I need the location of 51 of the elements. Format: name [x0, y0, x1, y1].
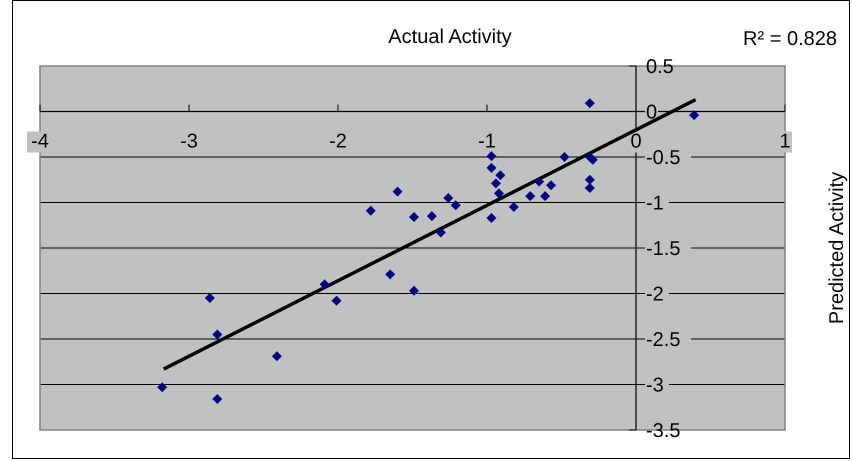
point [588, 154, 598, 165]
point [212, 329, 222, 340]
x-tick-label: -2 [329, 130, 347, 152]
point [490, 178, 501, 188]
x-tick-label: -1 [478, 130, 496, 152]
point [443, 192, 454, 203]
point [320, 279, 330, 290]
point [495, 170, 506, 180]
point [546, 180, 556, 190]
point [272, 351, 282, 362]
point [534, 176, 544, 187]
point [204, 293, 215, 304]
point [486, 212, 496, 223]
point [426, 211, 437, 222]
x-tick-label: 1 [779, 130, 791, 152]
point [525, 191, 536, 202]
point [508, 202, 519, 212]
y-tick-label: -3.5 [646, 420, 680, 442]
point [486, 162, 496, 173]
y-tick-label: -3 [646, 374, 664, 396]
point [385, 269, 396, 280]
text: R² = 0.828 [743, 28, 837, 50]
x-tick-label: -3 [180, 130, 198, 152]
y-axis-title: Predicted Activity [826, 172, 848, 324]
y-tick-label: -2 [646, 284, 664, 306]
point [494, 188, 504, 198]
point [332, 296, 342, 306]
y-tick-label: -0.5 [646, 147, 680, 169]
y-tick-label: -2.5 [646, 329, 680, 351]
point [392, 186, 403, 197]
x-tick-label: -4 [31, 130, 49, 152]
point [157, 382, 168, 392]
point [486, 151, 496, 162]
y-tick-label: 0.5 [646, 56, 674, 78]
point [540, 191, 550, 202]
point [436, 228, 446, 238]
y-tick-label: 0 [646, 102, 658, 124]
chart-title: Actual Activity [388, 26, 512, 48]
point [450, 200, 461, 210]
point [584, 182, 595, 193]
y-tick-label: -1.5 [646, 238, 680, 260]
point [212, 394, 222, 404]
point [366, 206, 376, 216]
point [584, 98, 595, 108]
point [408, 212, 419, 222]
x-tick-label: 0 [630, 130, 642, 152]
point [689, 110, 700, 120]
point [559, 152, 570, 162]
y-tick-label: -1 [646, 192, 664, 214]
point [408, 286, 419, 296]
point [584, 174, 595, 185]
